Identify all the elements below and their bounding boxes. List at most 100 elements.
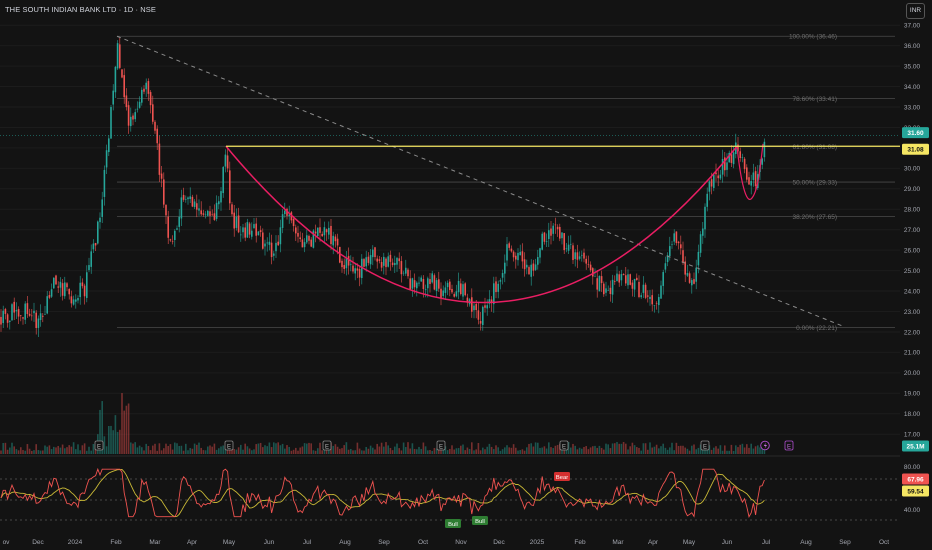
time-label-may[interactable]: May [223, 539, 236, 546]
volume-bar [64, 448, 66, 454]
time-label-aug[interactable]: Aug [339, 539, 351, 546]
volume-bar [90, 450, 92, 454]
volume-bar [26, 444, 29, 454]
candle-body [4, 309, 7, 314]
earnings-marker [224, 440, 234, 451]
volume-bar [585, 446, 587, 454]
cup-pattern-arc[interactable] [225, 145, 738, 304]
volume-bar [103, 436, 106, 454]
candle-body [165, 205, 167, 216]
time-label-ov[interactable]: ov [3, 539, 11, 546]
candle-body [710, 179, 713, 187]
volume-bar [299, 447, 301, 454]
volume-bar [512, 444, 515, 454]
candle-body [664, 263, 667, 270]
time-label-oct[interactable]: Oct [418, 539, 428, 546]
candle-body [462, 284, 464, 297]
price-tick: 37.00 [904, 23, 921, 30]
handle-pattern-ellipse[interactable] [736, 143, 764, 200]
earnings-marker-label: E [325, 445, 329, 451]
volume-bar [185, 443, 187, 454]
candle-body [372, 249, 374, 258]
descending-trendline[interactable] [116, 35, 843, 327]
candle-body [198, 208, 200, 211]
time-label-dec[interactable]: Dec [493, 539, 505, 546]
volume-bar [589, 447, 592, 454]
time-label-dec[interactable]: Dec [32, 539, 44, 546]
candle-body [28, 313, 31, 316]
volume-bar [158, 443, 161, 454]
volume-bar [4, 442, 7, 454]
time-label-2024[interactable]: 2024 [68, 539, 83, 546]
volume-bar [356, 442, 359, 454]
candle-body [680, 244, 682, 249]
time-label-jul[interactable]: Jul [762, 539, 771, 546]
candle-body [596, 278, 598, 290]
rsi-pane[interactable] [0, 467, 900, 521]
volume-bar [86, 450, 88, 454]
candle-body [570, 243, 572, 245]
candle-body [446, 282, 449, 288]
candle-body [268, 241, 271, 245]
candle-body [174, 230, 176, 241]
candle-body [215, 202, 218, 219]
time-label-2025[interactable]: 2025 [530, 539, 545, 546]
volume-bar [262, 447, 264, 454]
time-label-jul[interactable]: Jul [303, 539, 312, 546]
time-label-jun[interactable]: Jun [722, 539, 733, 546]
volume-bar [70, 446, 73, 454]
time-label-may[interactable]: May [683, 539, 696, 546]
time-label-oct[interactable]: Oct [879, 539, 889, 546]
candle-body [512, 251, 515, 258]
time-label-mar[interactable]: Mar [149, 539, 161, 546]
time-label-aug[interactable]: Aug [800, 539, 812, 546]
volume-bar [130, 442, 132, 454]
volume-bar [649, 442, 651, 454]
candle-body [519, 251, 521, 256]
volume-bar [264, 445, 266, 454]
candle-body [330, 225, 332, 245]
price-tick: 24.00 [904, 288, 921, 295]
time-label-feb[interactable]: Feb [110, 539, 122, 546]
fib-level-label: 50.00% (29.33) [793, 180, 837, 187]
volume-bar [136, 447, 139, 454]
candle-body [631, 282, 634, 289]
volume-bar [163, 448, 165, 454]
time-label-jun[interactable]: Jun [264, 539, 275, 546]
volume-bar [691, 445, 693, 454]
volume-bar [726, 450, 728, 454]
volume-bar [631, 442, 634, 454]
bull-signal-2-bg [472, 516, 488, 525]
time-label-apr[interactable]: Apr [187, 539, 198, 546]
candle-body [222, 167, 224, 194]
candle-body [748, 177, 750, 185]
volume-bar [147, 445, 150, 454]
volume-bar [554, 445, 557, 454]
volume-bar [345, 442, 348, 454]
price-tick: 22.00 [904, 329, 921, 336]
volume-bar [416, 449, 418, 454]
time-label-mar[interactable]: Mar [612, 539, 624, 546]
volume-bar [413, 448, 416, 454]
candle-body [572, 245, 574, 261]
candle-body [508, 243, 510, 248]
currency-button[interactable]: INR [906, 3, 925, 19]
candle-body [105, 150, 108, 168]
time-label-feb[interactable]: Feb [574, 539, 586, 546]
time-label-sep[interactable]: Sep [378, 539, 390, 546]
volume-bar [400, 450, 403, 454]
price-tick: 21.00 [904, 350, 921, 357]
time-label-sep[interactable]: Sep [839, 539, 851, 546]
candle-body [149, 92, 152, 106]
candle-body [691, 280, 693, 286]
volume-bar [429, 449, 431, 454]
time-label-apr[interactable]: Apr [648, 539, 659, 546]
candle-body [702, 228, 704, 236]
candle-body [721, 158, 724, 175]
time-axis[interactable]: ov Dec 2024 Feb Mar Apr May Jun Jul Aug Sep Oct Nov D… [3, 539, 890, 546]
candle-body [0, 316, 2, 325]
candlestick-series[interactable] [0, 37, 766, 338]
time-label-nov[interactable]: Nov [455, 539, 467, 546]
